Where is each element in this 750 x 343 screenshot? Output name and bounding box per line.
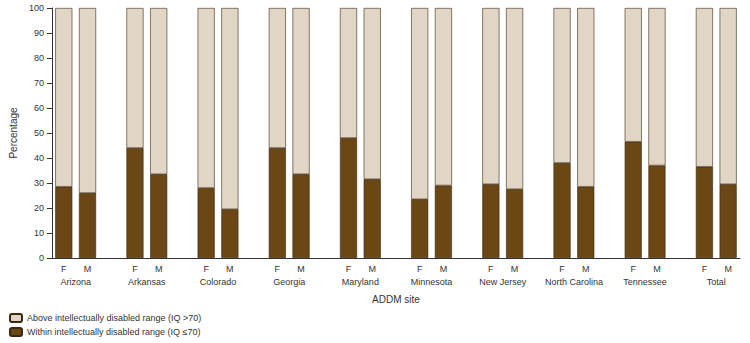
svg-text:30: 30 xyxy=(34,178,44,188)
svg-text:Total: Total xyxy=(707,277,726,287)
svg-text:M: M xyxy=(297,264,305,274)
svg-text:F: F xyxy=(702,264,708,274)
svg-text:Above intellectually disabled: Above intellectually disabled range (IQ … xyxy=(27,313,201,323)
svg-text:F: F xyxy=(346,264,352,274)
svg-text:F: F xyxy=(203,264,209,274)
svg-text:80: 80 xyxy=(34,53,44,63)
svg-text:M: M xyxy=(226,264,234,274)
svg-text:ADDM site: ADDM site xyxy=(372,294,420,305)
svg-text:F: F xyxy=(132,264,138,274)
svg-text:0: 0 xyxy=(39,253,44,263)
svg-text:90: 90 xyxy=(34,28,44,38)
svg-text:M: M xyxy=(582,264,590,274)
svg-text:F: F xyxy=(630,264,636,274)
svg-text:20: 20 xyxy=(34,203,44,213)
svg-text:F: F xyxy=(559,264,565,274)
svg-text:M: M xyxy=(155,264,163,274)
svg-text:Arkansas: Arkansas xyxy=(128,277,166,287)
svg-text:M: M xyxy=(440,264,448,274)
svg-text:M: M xyxy=(724,264,732,274)
svg-text:F: F xyxy=(61,264,67,274)
svg-text:70: 70 xyxy=(34,78,44,88)
svg-text:60: 60 xyxy=(34,103,44,113)
svg-text:40: 40 xyxy=(34,153,44,163)
svg-text:New Jersey: New Jersey xyxy=(479,277,527,287)
svg-text:Arizona: Arizona xyxy=(60,277,91,287)
svg-text:Within intellectually disabled: Within intellectually disabled range (IQ… xyxy=(27,327,201,337)
svg-text:50: 50 xyxy=(34,128,44,138)
svg-text:M: M xyxy=(511,264,519,274)
svg-text:Tennessee: Tennessee xyxy=(623,277,667,287)
svg-text:F: F xyxy=(417,264,423,274)
svg-text:10: 10 xyxy=(34,228,44,238)
svg-text:100: 100 xyxy=(29,3,44,13)
svg-text:M: M xyxy=(84,264,92,274)
svg-text:Minnesota: Minnesota xyxy=(411,277,453,287)
svg-text:F: F xyxy=(275,264,281,274)
svg-text:Colorado: Colorado xyxy=(200,277,237,287)
svg-text:Maryland: Maryland xyxy=(342,277,379,287)
svg-text:F: F xyxy=(488,264,494,274)
svg-text:M: M xyxy=(653,264,661,274)
svg-text:Percentage: Percentage xyxy=(8,107,19,159)
svg-text:M: M xyxy=(368,264,376,274)
svg-text:Georgia: Georgia xyxy=(273,277,305,287)
svg-text:North Carolina: North Carolina xyxy=(545,277,603,287)
